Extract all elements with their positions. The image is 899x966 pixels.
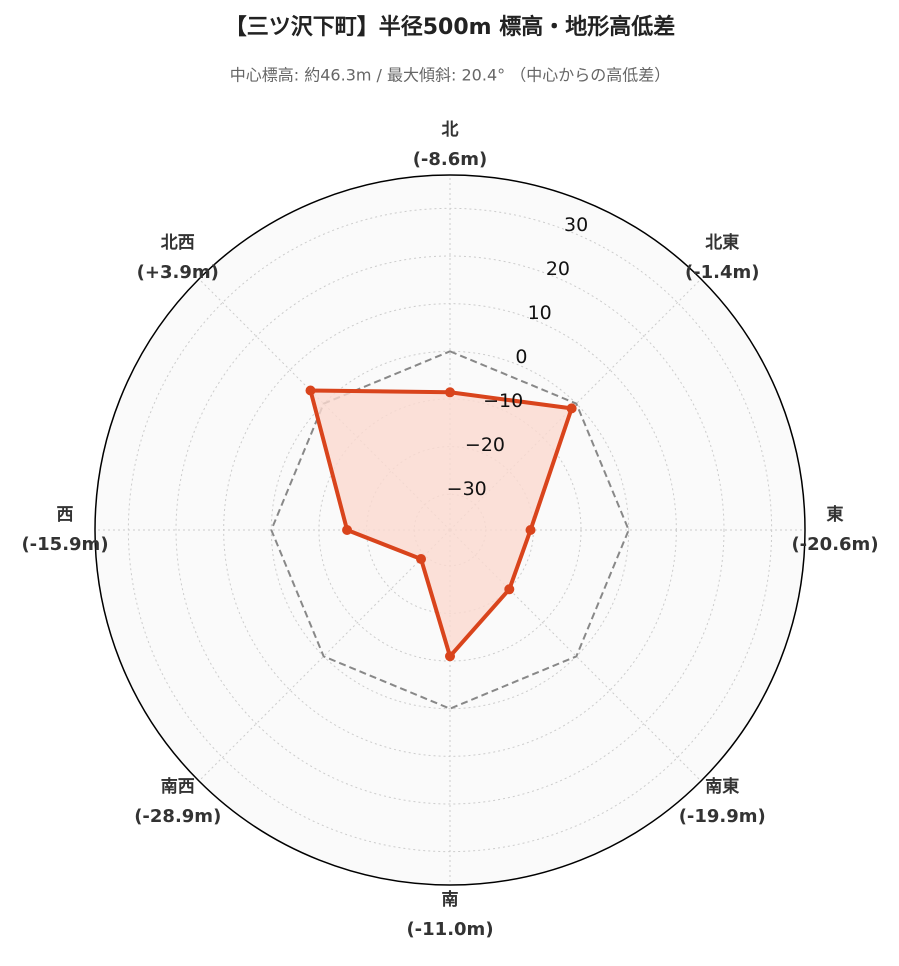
chart-subtitle: 中心標高: 約46.3m / 最大傾斜: 20.4° （中心からの高低差）	[230, 66, 670, 85]
r-tick-label: −30	[447, 478, 487, 500]
data-point	[416, 553, 427, 564]
r-tick-label: 0	[515, 346, 527, 368]
grid-spoke	[449, 529, 702, 782]
outer-circle	[94, 174, 806, 886]
data-point	[445, 387, 455, 398]
r-tick-label: −10	[483, 390, 523, 412]
data-point	[445, 651, 455, 662]
value-label: (+3.9m)	[137, 262, 219, 283]
value-label: (-11.0m)	[406, 919, 493, 940]
grid-spoke	[449, 278, 702, 531]
value-label: (-1.4m)	[685, 262, 760, 283]
reference-line	[270, 350, 630, 710]
value-label: (-28.9m)	[134, 806, 221, 827]
category-label: 南西	[161, 776, 195, 797]
data-point	[305, 385, 316, 396]
category-label: 北東	[705, 232, 739, 253]
value-label: (-15.9m)	[21, 534, 108, 555]
category-label: 南東	[705, 776, 739, 797]
data-point	[342, 525, 353, 535]
value-label: (-8.6m)	[413, 149, 488, 170]
value-label: (-20.6m)	[791, 534, 878, 555]
r-tick-label: 20	[546, 258, 570, 280]
value-label: (-19.9m)	[679, 806, 766, 827]
grid-circle	[175, 255, 725, 805]
category-label: 東	[827, 504, 844, 525]
category-label: 西	[57, 505, 74, 525]
data-point	[525, 525, 536, 535]
grid-spoke	[198, 278, 451, 531]
chart-title: 【三ツ沢下町】半径500m 標高・地形高低差	[225, 14, 676, 40]
r-tick-label: −20	[465, 434, 505, 456]
data-point	[566, 403, 577, 414]
r-tick-label: 30	[564, 214, 588, 236]
category-label: 北	[442, 120, 459, 140]
grid-spoke	[198, 529, 451, 782]
category-label: 北西	[161, 233, 195, 253]
r-tick-label: 10	[528, 302, 552, 324]
category-label: 南	[442, 889, 459, 910]
data-point	[504, 584, 515, 595]
